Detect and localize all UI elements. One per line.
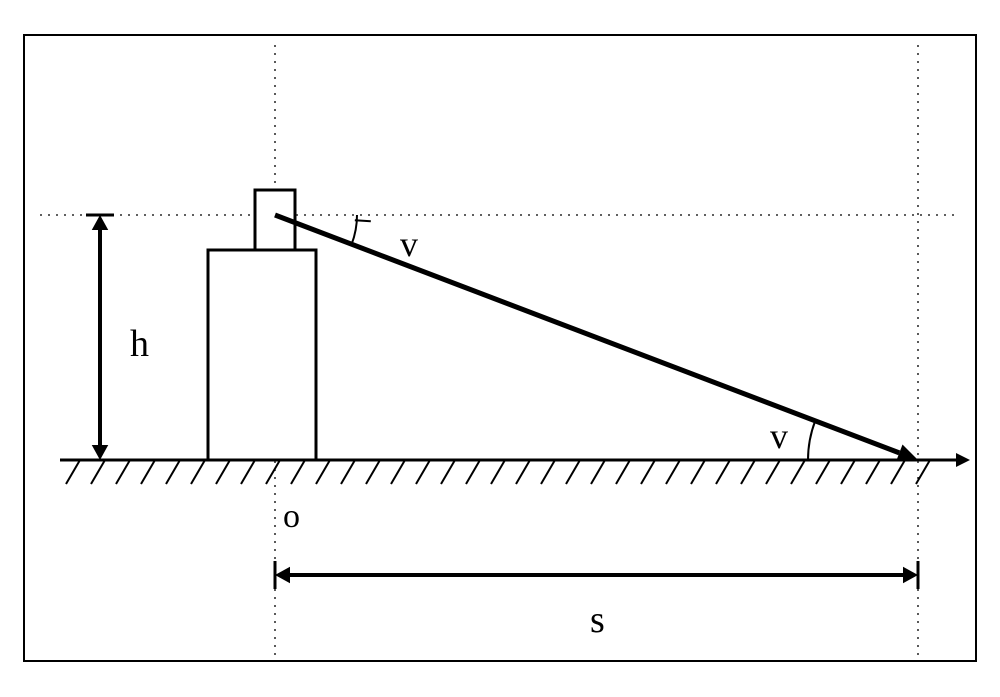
diagram-svg	[0, 0, 1000, 697]
label-v-top: v	[400, 223, 418, 265]
label-s: s	[590, 598, 605, 642]
diagram-stage: h o s v v	[0, 0, 1000, 697]
label-o: o	[283, 498, 300, 536]
label-v-bot: v	[770, 415, 788, 457]
label-h: h	[130, 322, 149, 366]
